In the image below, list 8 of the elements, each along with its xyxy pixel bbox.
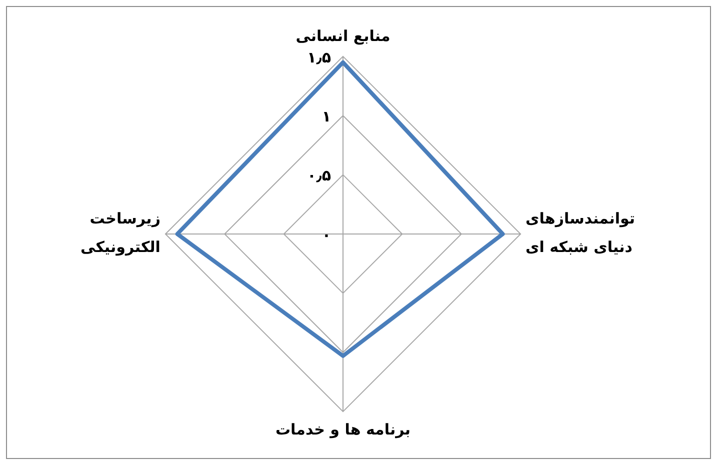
y-tick-label: ۰ bbox=[322, 226, 331, 244]
y-tick-label: ۱٫۵ bbox=[307, 48, 331, 66]
y-tick-label: ۱ bbox=[322, 108, 331, 126]
y-tick-label: ۰٫۵ bbox=[307, 166, 331, 185]
spoke-label: برنامه ها و خدمات bbox=[275, 420, 411, 439]
spoke-label: زیرساخت الکترونیکی bbox=[80, 210, 160, 256]
spoke-label: توانمندسازهای دنیای شبکه ای bbox=[526, 210, 635, 256]
spoke-label: منابع انسانی bbox=[296, 27, 390, 46]
